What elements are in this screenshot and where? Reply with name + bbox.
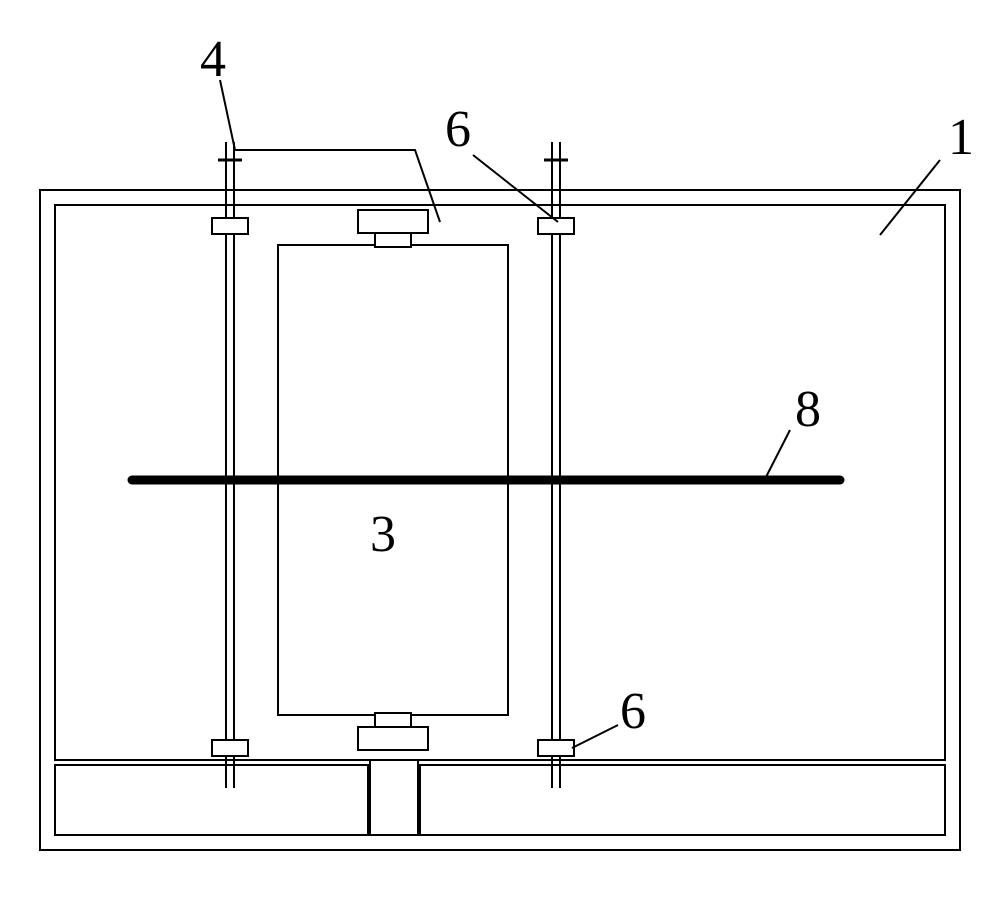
clamp-top-left — [212, 218, 248, 234]
label-6-top: 6 — [445, 100, 471, 159]
leader-4 — [220, 80, 440, 222]
leader-1 — [880, 160, 940, 235]
leader-6-bottom — [572, 725, 618, 748]
clamp-bottom-left — [212, 740, 248, 756]
engineering-diagram-svg — [0, 0, 1000, 897]
label-1: 1 — [948, 108, 974, 167]
leader-8 — [766, 430, 790, 477]
bottom-stem — [370, 760, 418, 835]
lower-right-box — [420, 765, 945, 835]
top-bracket-outer — [358, 210, 428, 233]
diagram-container: 4 6 1 8 3 6 — [0, 0, 1000, 897]
label-6-bottom: 6 — [620, 682, 646, 741]
clamp-bottom-right — [538, 740, 574, 756]
label-4: 4 — [200, 30, 226, 89]
bottom-bracket-outer — [358, 727, 428, 750]
top-bracket-inner — [375, 233, 411, 247]
leader-6-top — [473, 155, 558, 222]
bottom-bracket-inner — [375, 713, 411, 727]
label-3: 3 — [370, 505, 396, 564]
lower-left-box — [55, 765, 368, 835]
label-8: 8 — [795, 380, 821, 439]
